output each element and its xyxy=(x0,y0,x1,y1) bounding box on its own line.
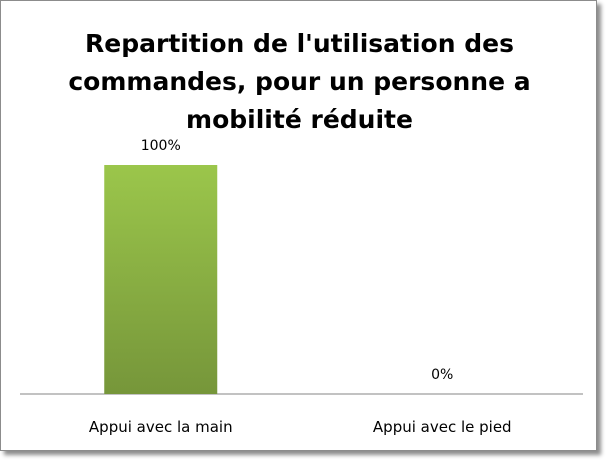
data-label-0: 100% xyxy=(141,138,181,154)
chart-frame: Repartition de l'utilisation des command… xyxy=(0,0,597,451)
data-label-1: 0% xyxy=(431,367,453,383)
chart-title: Repartition de l'utilisation des command… xyxy=(21,25,578,139)
chart-title-line-2: commandes, pour un personne a xyxy=(68,67,531,96)
x-tick-label-1: Appui avec le pied xyxy=(373,418,512,436)
x-tick-label-0: Appui avec la main xyxy=(89,418,233,436)
chart-title-line-3: mobilité réduite xyxy=(186,105,413,134)
bar-0 xyxy=(104,165,218,394)
chart-title-line-1: Repartition de l'utilisation des xyxy=(85,29,514,58)
